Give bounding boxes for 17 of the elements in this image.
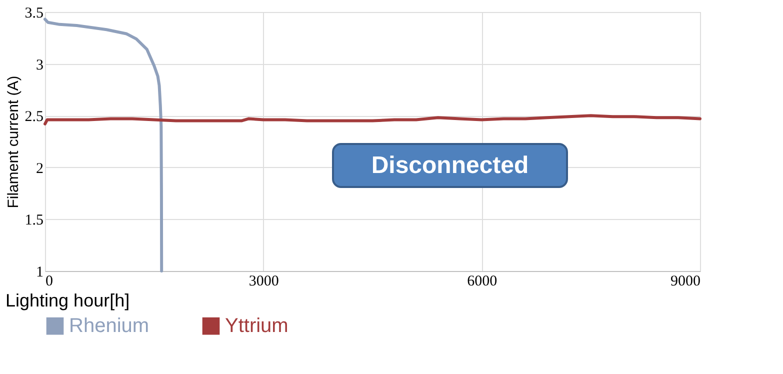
line-series — [44, 18, 164, 272]
x-tick-label: 9000 — [670, 274, 700, 290]
y-tick-label: 1 — [36, 264, 44, 280]
line-series — [44, 114, 702, 126]
x-tick-label: 3000 — [248, 274, 279, 290]
y-tick-label: 3 — [36, 57, 44, 74]
x-tick-label: 6000 — [467, 274, 498, 290]
x-tick-label: 0 — [46, 274, 53, 290]
y-tick-label: 2 — [36, 160, 44, 177]
y-tick-label: 1.5 — [24, 212, 44, 229]
legend-label: Rhenium — [69, 315, 150, 338]
x-axis-title: Lighting hour[h] — [6, 290, 130, 310]
y-axis-title: Filament current (A) — [4, 76, 22, 208]
legend-label: Yttrium — [225, 315, 288, 338]
annotation: Disconnected — [371, 152, 529, 179]
y-tick-label: 3.5 — [24, 6, 44, 22]
y-tick-label: 2.5 — [24, 109, 44, 126]
